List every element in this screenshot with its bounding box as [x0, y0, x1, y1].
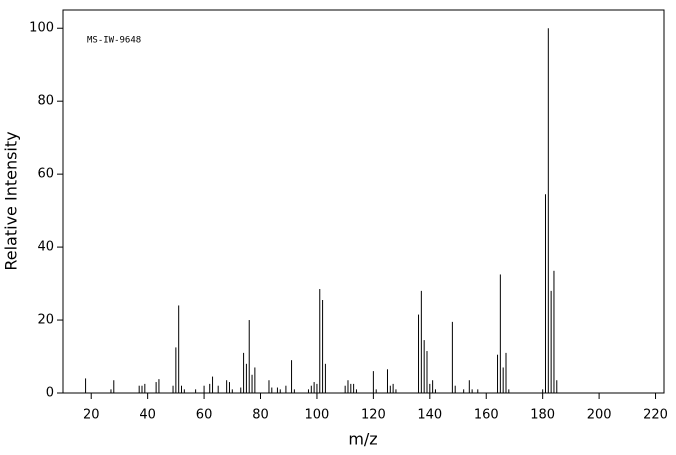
x-tick-label: 40 — [139, 408, 156, 423]
x-tick-label: 100 — [305, 408, 330, 423]
y-tick-label: 0 — [46, 386, 54, 401]
y-tick-label: 100 — [29, 21, 54, 36]
x-tick-label: 180 — [530, 408, 555, 423]
y-tick-label: 40 — [37, 240, 54, 255]
y-tick-label: 80 — [37, 94, 54, 109]
x-tick-label: 20 — [83, 408, 100, 423]
x-tick-label: 160 — [474, 408, 499, 423]
y-tick-label: 20 — [37, 313, 54, 328]
annotation: MS-IW-9648 — [87, 36, 141, 46]
x-tick-label: 200 — [587, 408, 612, 423]
y-axis-label: Relative Intensity — [2, 131, 21, 270]
x-tick-label: 140 — [417, 408, 442, 423]
plot-frame — [62, 9, 665, 394]
x-tick-label: 220 — [643, 408, 668, 423]
x-tick-label: 60 — [196, 408, 213, 423]
y-tick-label: 60 — [37, 167, 54, 182]
x-axis-label: m/z — [348, 430, 377, 449]
x-tick-label: 80 — [252, 408, 269, 423]
x-tick-label: 120 — [361, 408, 386, 423]
